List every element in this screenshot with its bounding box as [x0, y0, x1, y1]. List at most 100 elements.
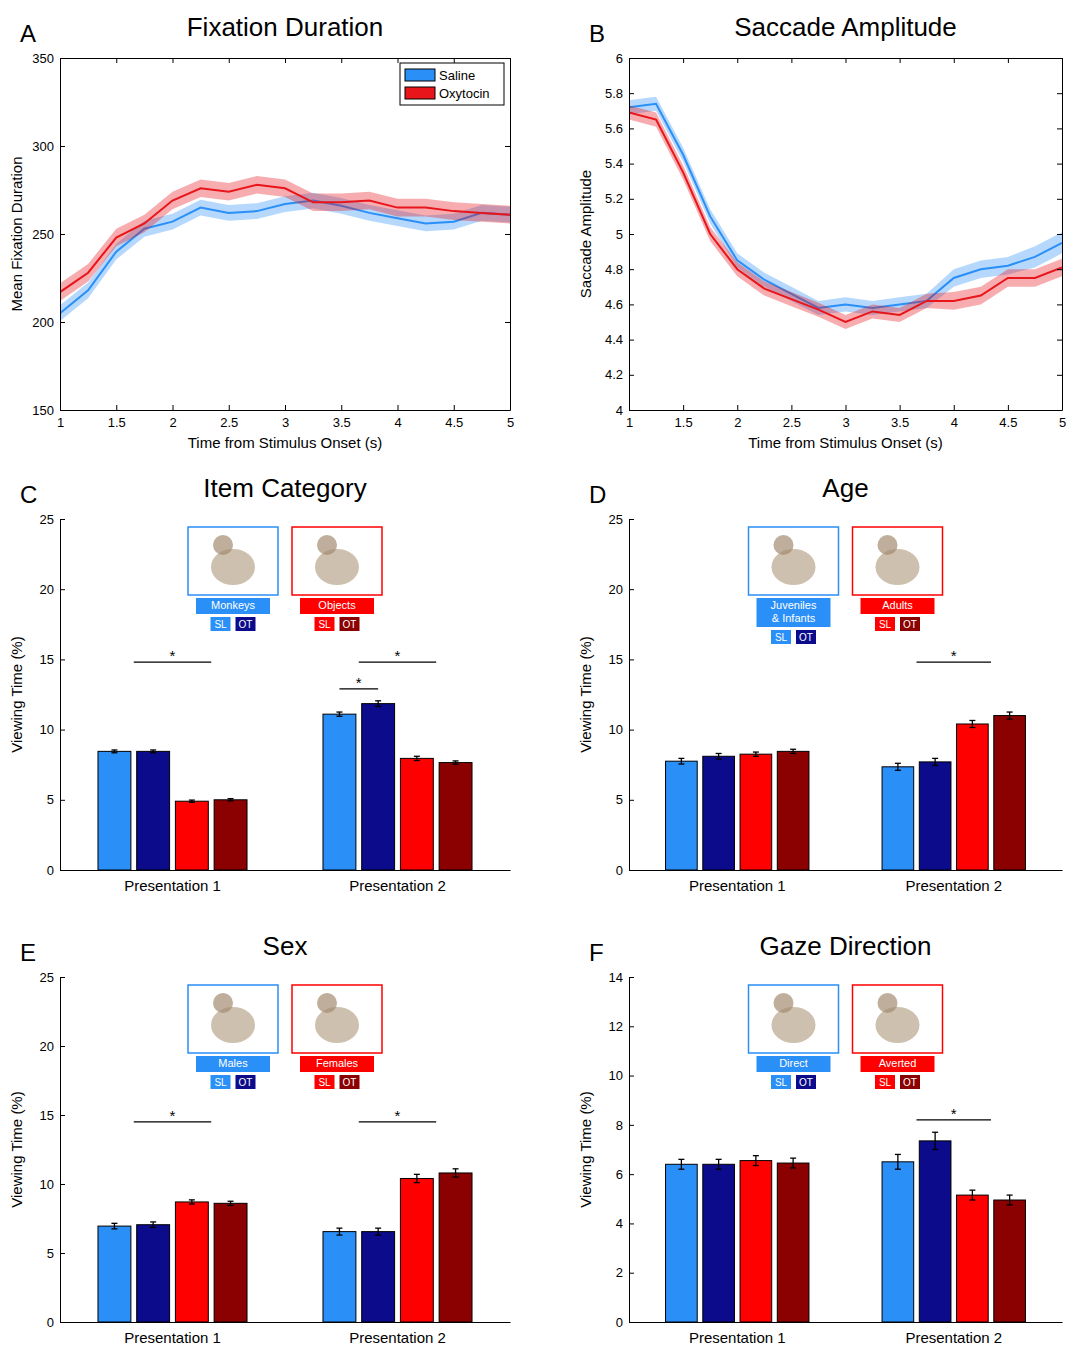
tick-label: Presentation 2 [349, 877, 446, 894]
error-bar [716, 753, 722, 759]
tick: 14 [609, 970, 634, 985]
icon-head [878, 993, 898, 1013]
tick-mark [791, 58, 792, 63]
text-line: Females [316, 1057, 359, 1069]
tick-mark [629, 1273, 634, 1274]
tick-mark [60, 730, 65, 731]
legend-group-box [861, 1056, 935, 1072]
tick [505, 322, 510, 323]
y-axis: 0510152025 [609, 512, 634, 878]
tick-mark [1057, 375, 1062, 376]
x-axis-top [61, 58, 511, 63]
legend-swatch [236, 1075, 256, 1089]
tick-label: 2.5 [220, 415, 238, 430]
error-cap [414, 756, 420, 757]
tick-label: Presentation 1 [124, 1329, 221, 1346]
x-axis: Presentation 1Presentation 2 [630, 870, 1063, 894]
x-axis: Presentation 1Presentation 2 [630, 1322, 1063, 1346]
y-axis-right [505, 59, 511, 411]
bar [400, 1178, 433, 1322]
legend-box [400, 63, 504, 105]
error-stem [377, 1228, 378, 1235]
tick-label: 3.5 [891, 415, 909, 430]
tick: 300 [32, 139, 65, 154]
tick: 2.5 [220, 405, 238, 430]
error-cap [414, 1174, 420, 1175]
error-cap [1007, 1194, 1013, 1195]
tick-mark [173, 58, 174, 63]
tick-mark [629, 269, 634, 270]
y-axis: 02468101214 [609, 970, 634, 1330]
tick-mark [1057, 269, 1062, 270]
panel-letter: B [589, 20, 605, 47]
error-bar [895, 1154, 901, 1169]
error-cap [453, 1168, 459, 1169]
significance-label: * [951, 647, 957, 664]
bar [214, 800, 247, 870]
tick-label: 0 [47, 1315, 54, 1330]
icon-head [774, 535, 794, 555]
tick: 4.5 [999, 405, 1017, 430]
error-cap [111, 749, 117, 750]
legend-icon [876, 993, 920, 1043]
error-bar [753, 1156, 759, 1166]
panel-title: Sex [263, 931, 308, 961]
tick: 150 [32, 403, 65, 418]
tick-label: Presentation 2 [905, 877, 1002, 894]
text-line: Males [218, 1057, 248, 1069]
tick: 8 [616, 1118, 634, 1133]
tick-label: 250 [32, 227, 54, 242]
tick [737, 58, 738, 63]
tick [791, 58, 792, 63]
error-cap [1007, 711, 1013, 712]
tick-label: 8 [616, 1118, 623, 1133]
icon-body [876, 1007, 920, 1043]
tick-label: 10 [609, 722, 623, 737]
panel-title: Age [822, 473, 868, 503]
tick: 3.5 [891, 405, 909, 430]
text-line: & Infants [772, 612, 816, 624]
bar [323, 1232, 356, 1322]
tick: 2 [169, 405, 176, 430]
error-cap [753, 1165, 759, 1166]
tick [173, 58, 174, 63]
tick: 1.5 [108, 405, 126, 430]
error-cap [716, 1159, 722, 1160]
legend-group-box [300, 598, 374, 614]
legend-label: SL [214, 1077, 227, 1088]
error-cap [790, 753, 796, 754]
tick-mark [629, 1125, 634, 1126]
tick-mark [116, 58, 117, 63]
legend: MonkeysSLOTObjectsSLOT [188, 527, 382, 631]
panel-letter: E [20, 939, 36, 966]
y-axis-title: Viewing Time (%) [8, 1091, 25, 1207]
bar [740, 1161, 772, 1322]
legend-swatch [771, 1075, 791, 1089]
tick-mark [1057, 199, 1062, 200]
significance: * [134, 647, 211, 664]
bar [98, 1226, 131, 1322]
tick-mark [60, 1253, 65, 1254]
error-bar [932, 758, 938, 765]
error-stem [114, 1223, 115, 1229]
x-axis-top [630, 58, 1063, 63]
tick-mark [341, 405, 342, 410]
y-axis: 0510152025 [40, 970, 65, 1330]
legend-icon [315, 993, 359, 1043]
tick: 10 [609, 1068, 634, 1083]
bar [777, 1163, 809, 1322]
y-axis-line [629, 520, 630, 871]
icon-head [213, 993, 233, 1013]
tick-mark [285, 58, 286, 63]
tick-label: 3.5 [333, 415, 351, 430]
error-cap [678, 763, 684, 764]
significance: * [359, 647, 436, 664]
legend-label: OT [903, 1077, 917, 1088]
legend-label: SL [775, 1077, 788, 1088]
error-bar [790, 749, 796, 753]
error-cap [895, 770, 901, 771]
error-bar [150, 1222, 156, 1228]
error-cap [150, 1227, 156, 1228]
tick: 5.2 [605, 191, 634, 206]
error-cap [716, 758, 722, 759]
